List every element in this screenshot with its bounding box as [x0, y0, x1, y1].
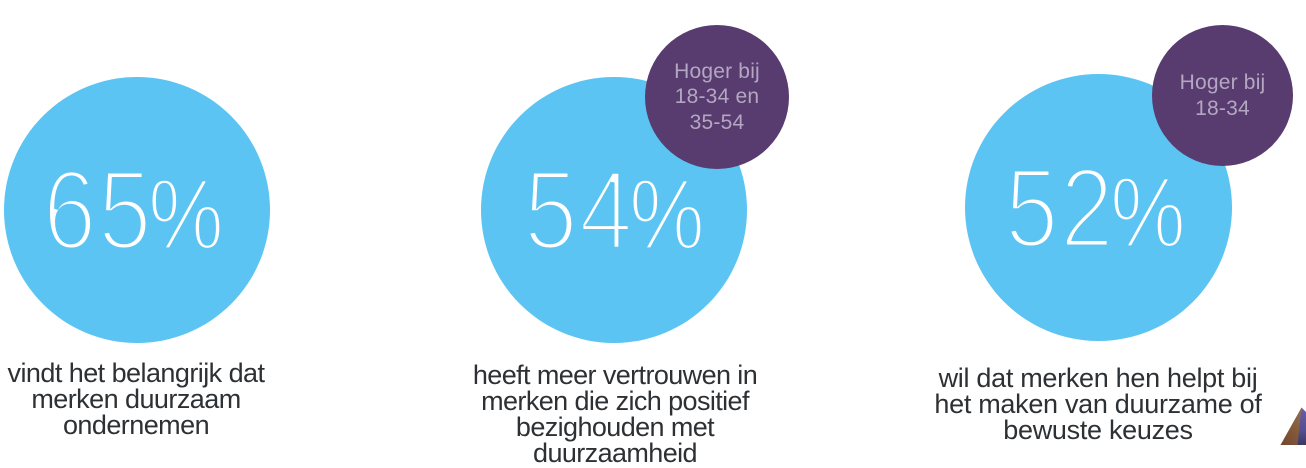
stat-value-1: 65% — [43, 145, 224, 275]
stat-caption-1: vindt het belangrijk dat merken duurzaam… — [0, 360, 346, 438]
stat-percent-sign-2: % — [629, 159, 705, 271]
stat-number-3: 52 — [1005, 145, 1115, 271]
infographic-canvas: 65% vindt het belangrijk dat merken duur… — [0, 0, 1306, 445]
stat-badge-3: Hoger bij 18-34 — [1152, 25, 1293, 166]
stat-badge-text-2: Hoger bij 18-34 en 35-54 — [674, 59, 760, 136]
stat-caption-3: wil dat merken hen helpt bij het maken v… — [888, 365, 1306, 443]
stat-percent-sign-1: % — [148, 159, 224, 271]
stat-value-2: 54% — [524, 145, 705, 275]
stat-value-3: 52% — [1005, 143, 1186, 273]
stat-number-1: 65 — [43, 147, 153, 273]
stat-caption-2: heeft meer vertrouwen in merken die zich… — [405, 362, 825, 466]
stat-percent-sign-3: % — [1110, 157, 1186, 269]
stat-bubble-1: 65% — [4, 77, 270, 343]
stat-badge-2: Hoger bij 18-34 en 35-54 — [645, 25, 789, 169]
stat-badge-text-3: Hoger bij 18-34 — [1180, 70, 1266, 121]
stat-number-2: 54 — [524, 147, 634, 273]
corner-triangle-graphic — [1270, 395, 1306, 445]
